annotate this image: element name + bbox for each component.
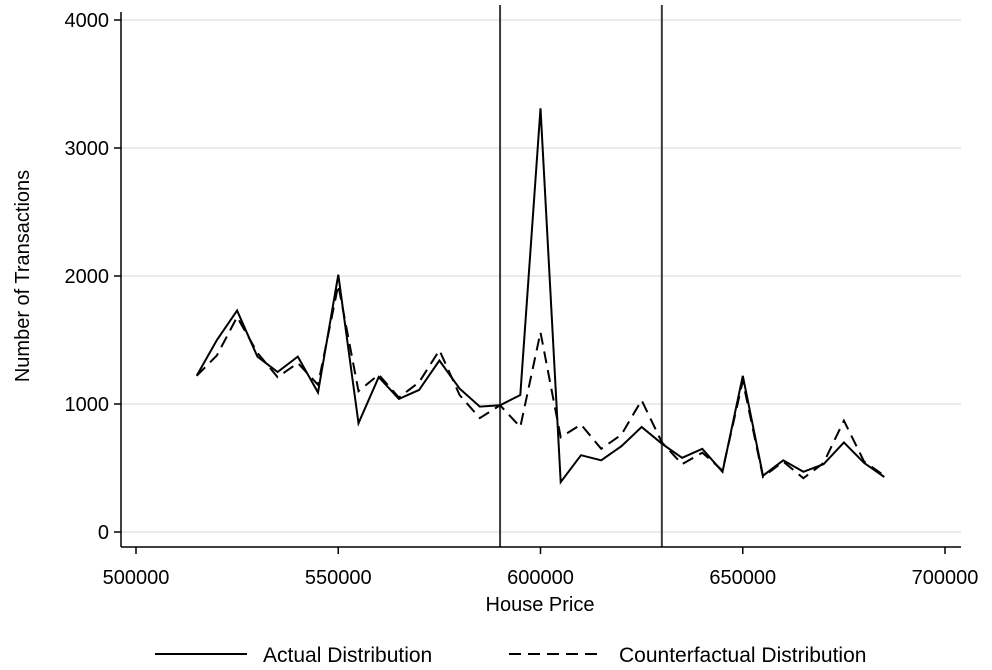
series-lines — [195, 108, 885, 485]
y-tick-label-1: 1000 — [65, 394, 110, 416]
x-tick-label-2: 600000 — [507, 567, 574, 589]
legend: Actual Distribution Counterfactual Distr… — [155, 644, 866, 667]
axes — [114, 12, 961, 554]
reference-lines — [499, 5, 663, 547]
y-axis-title: Number of Transactions — [12, 170, 34, 382]
y-tick-label-3: 3000 — [65, 138, 110, 160]
x-tick-label-0: 500000 — [103, 567, 170, 589]
x-tick-label-4: 700000 — [912, 567, 979, 589]
y-tick-label-4: 4000 — [65, 10, 110, 32]
x-tick-label-1: 550000 — [305, 567, 372, 589]
gridlines — [121, 19, 961, 533]
legend-label-actual: Actual Distribution — [263, 644, 432, 667]
legend-label-counterfactual: Counterfactual Distribution — [619, 644, 866, 667]
series-line-1 — [195, 284, 885, 480]
x-axis-title: House Price — [486, 594, 595, 616]
series-line-0 — [195, 108, 885, 485]
x-tick-label-3: 650000 — [709, 567, 776, 589]
y-tick-label-2: 2000 — [65, 266, 110, 288]
y-tick-label-0: 0 — [98, 522, 109, 544]
tick-labels: 0 1000 2000 3000 4000 500000 550000 600000 65000… — [65, 10, 979, 589]
